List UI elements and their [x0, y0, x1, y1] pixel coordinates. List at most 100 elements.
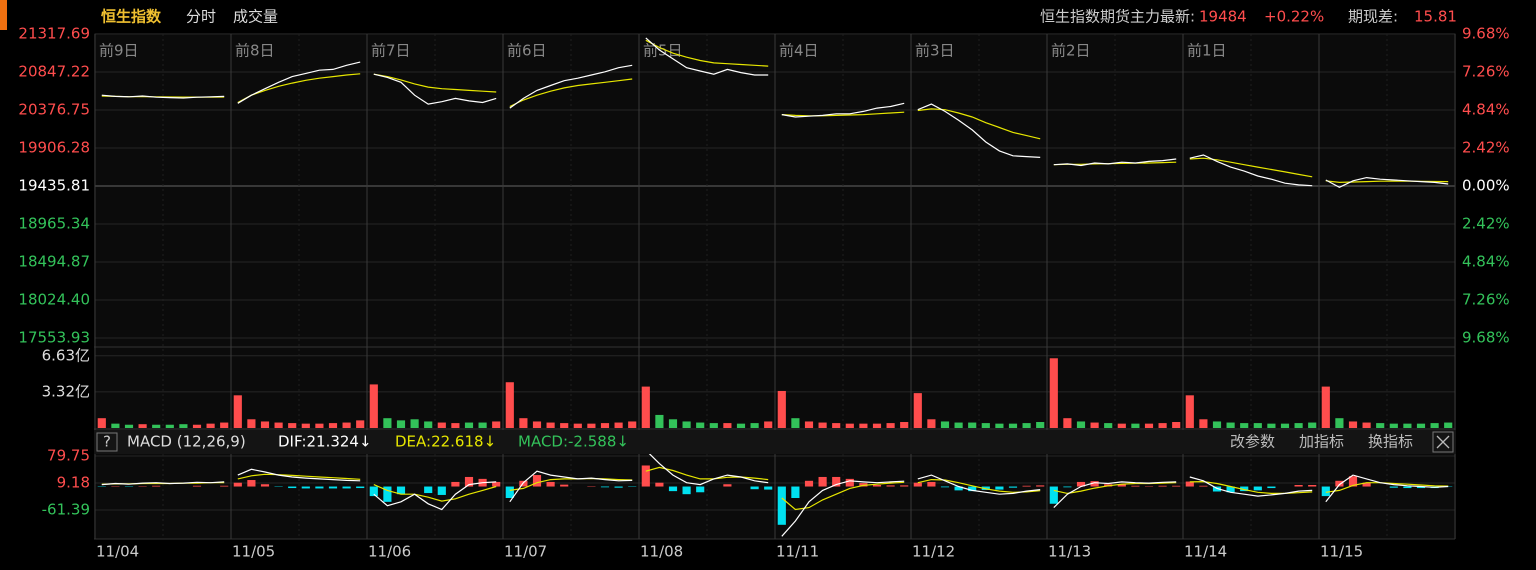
index-title[interactable]: 恒生指数 — [101, 8, 162, 26]
volume-bar — [356, 420, 365, 428]
volume-bar — [138, 424, 147, 428]
volume-bar — [1280, 423, 1290, 428]
macd-bar — [791, 486, 800, 499]
volume-bar — [750, 423, 759, 428]
day-label: 前7日 — [371, 42, 411, 60]
volume-bar — [614, 422, 623, 428]
volume-bar — [396, 420, 406, 428]
volume-bar — [791, 418, 800, 428]
button[interactable]: 换指标 — [1368, 433, 1413, 451]
volume-bar — [1308, 422, 1317, 428]
dif-line — [645, 449, 769, 486]
macd-bar — [260, 484, 270, 487]
volume-bar — [995, 423, 1004, 428]
price-line — [1053, 158, 1177, 167]
volume-bar — [1362, 422, 1371, 428]
dif-line — [373, 481, 497, 511]
macd-bar — [1131, 485, 1140, 487]
volume-bar — [383, 418, 392, 428]
close-icon[interactable] — [1436, 435, 1450, 449]
macd-bar — [913, 482, 922, 487]
macd-tick-label: -61.39 — [42, 501, 90, 519]
day-label: 前3日 — [915, 42, 955, 60]
volume-bar — [1185, 395, 1194, 428]
y2-tick-label: 7.26% — [1462, 63, 1510, 81]
macd-bar — [655, 482, 664, 487]
volume-bar — [1335, 418, 1344, 428]
price-line — [509, 64, 633, 109]
dif-line — [237, 468, 361, 482]
volume-bar — [233, 395, 242, 428]
volume-bar — [464, 422, 474, 428]
macd-bar — [1090, 481, 1099, 487]
macd-bar — [1022, 485, 1031, 487]
volume-bar — [668, 419, 678, 428]
volume-bar — [437, 422, 446, 428]
volume-bar — [206, 423, 215, 428]
dif-line — [1325, 474, 1449, 503]
close-box[interactable] — [1432, 431, 1454, 453]
volume-bar — [301, 423, 310, 428]
macd-name: MACD (12,26,9) — [127, 433, 246, 451]
basis-value: 15.81 — [1414, 8, 1457, 26]
button[interactable]: 改参数 — [1230, 433, 1275, 451]
macd-bar — [1294, 484, 1303, 487]
volume-bar — [546, 422, 555, 428]
help-icon[interactable]: ? — [103, 433, 111, 451]
button[interactable]: 加指标 — [1299, 433, 1344, 451]
macd-bar — [1117, 484, 1126, 487]
macd-bar — [505, 486, 514, 499]
volume-bar — [736, 423, 746, 428]
price-line — [237, 61, 361, 104]
macd-bar — [668, 486, 678, 492]
volume-bar — [696, 422, 705, 428]
volume-bar — [328, 423, 338, 428]
tab[interactable]: 分时 — [186, 8, 216, 26]
avg-line — [237, 73, 361, 104]
macd-bar — [356, 486, 365, 489]
macd-label: MACD:-2.588↓ — [518, 433, 629, 451]
volume-bar — [1294, 423, 1303, 428]
volume-bar — [274, 422, 283, 428]
y-tick-label: 20847.22 — [18, 63, 90, 81]
help-box[interactable] — [96, 432, 118, 452]
macd-bar — [832, 476, 841, 487]
macd-bar — [1226, 486, 1235, 493]
volume-bar — [954, 422, 963, 428]
macd-bar — [1362, 482, 1371, 487]
tab[interactable]: 成交量 — [233, 8, 278, 26]
volume-bar — [369, 384, 378, 428]
volume-bar — [764, 421, 773, 428]
macd-bar — [220, 485, 229, 487]
volume-bar — [641, 386, 650, 428]
volume-bar — [723, 423, 732, 428]
volume-bar — [1212, 421, 1222, 428]
macd-bar — [750, 486, 759, 490]
volume-bar — [519, 418, 528, 428]
volume-bar — [1158, 423, 1167, 428]
avg-line — [917, 108, 1041, 140]
macd-bar — [600, 486, 610, 488]
macd-bar — [940, 486, 950, 488]
macd-bar — [437, 486, 446, 495]
x-tick-label: 11/12 — [912, 543, 955, 561]
y2-tick-label: 7.26% — [1462, 291, 1510, 309]
macd-bar — [152, 485, 161, 487]
price-line — [1325, 176, 1449, 188]
x-tick-label: 11/14 — [1184, 543, 1227, 561]
volume-bar — [124, 424, 134, 428]
y-tick-label: 21317.69 — [18, 25, 90, 43]
volume-bar — [777, 390, 786, 428]
macd-bar — [1389, 486, 1398, 488]
macd-bar — [641, 465, 650, 487]
macd-bar — [1008, 486, 1018, 488]
volume-bar — [342, 422, 351, 428]
macd-bar — [954, 486, 963, 491]
avg-line — [1189, 157, 1313, 178]
volume-tick-label: 3.32亿 — [42, 382, 90, 400]
volume-bar — [1389, 423, 1398, 428]
avg-line — [509, 78, 633, 108]
dif-line — [1189, 476, 1313, 497]
volume-bar — [1036, 422, 1045, 428]
volume-tick-label: 6.63亿 — [42, 346, 90, 364]
